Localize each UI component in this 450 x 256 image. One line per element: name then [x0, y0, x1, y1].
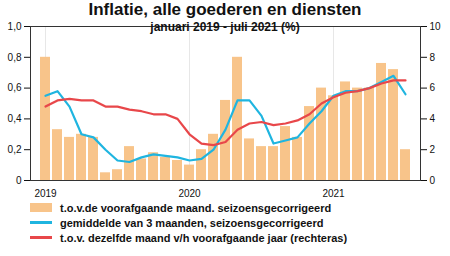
- svg-text:0: 0: [430, 175, 436, 186]
- svg-text:10: 10: [430, 21, 442, 32]
- svg-text:1,0: 1,0: [8, 21, 22, 32]
- svg-text:2021: 2021: [322, 188, 345, 199]
- svg-text:8: 8: [430, 52, 436, 63]
- svg-text:0,8: 0,8: [8, 52, 22, 63]
- svg-text:6: 6: [430, 82, 436, 93]
- svg-text:2019: 2019: [34, 188, 57, 199]
- html-text:t.o.v. dezelfde maand v/h voor: t.o.v. dezelfde maand v/h voorafgaande j…: [60, 231, 348, 244]
- svg-text:0,4: 0,4: [8, 113, 22, 124]
- html-text:t.o.v.de voorafgaande maand. s: t.o.v.de voorafgaande maand. seizoensgec…: [60, 201, 332, 214]
- svg-text:4: 4: [430, 113, 436, 124]
- svg-text:0: 0: [16, 175, 22, 186]
- svg-text:0,6: 0,6: [8, 82, 22, 93]
- svg-text:2: 2: [430, 144, 436, 155]
- svg-text:0,2: 0,2: [8, 144, 22, 155]
- svg-text:2020: 2020: [178, 188, 201, 199]
- html-text:gemiddelde van 3 maanden, seiz: gemiddelde van 3 maanden, seizoensgecorr…: [60, 216, 324, 229]
- html-text:januari 2019 - juli 2021 (%): januari 2019 - juli 2021 (%): [150, 20, 300, 34]
- html-text:Inflatie, alle goederen en die: Inflatie, alle goederen en diensten: [88, 0, 362, 19]
